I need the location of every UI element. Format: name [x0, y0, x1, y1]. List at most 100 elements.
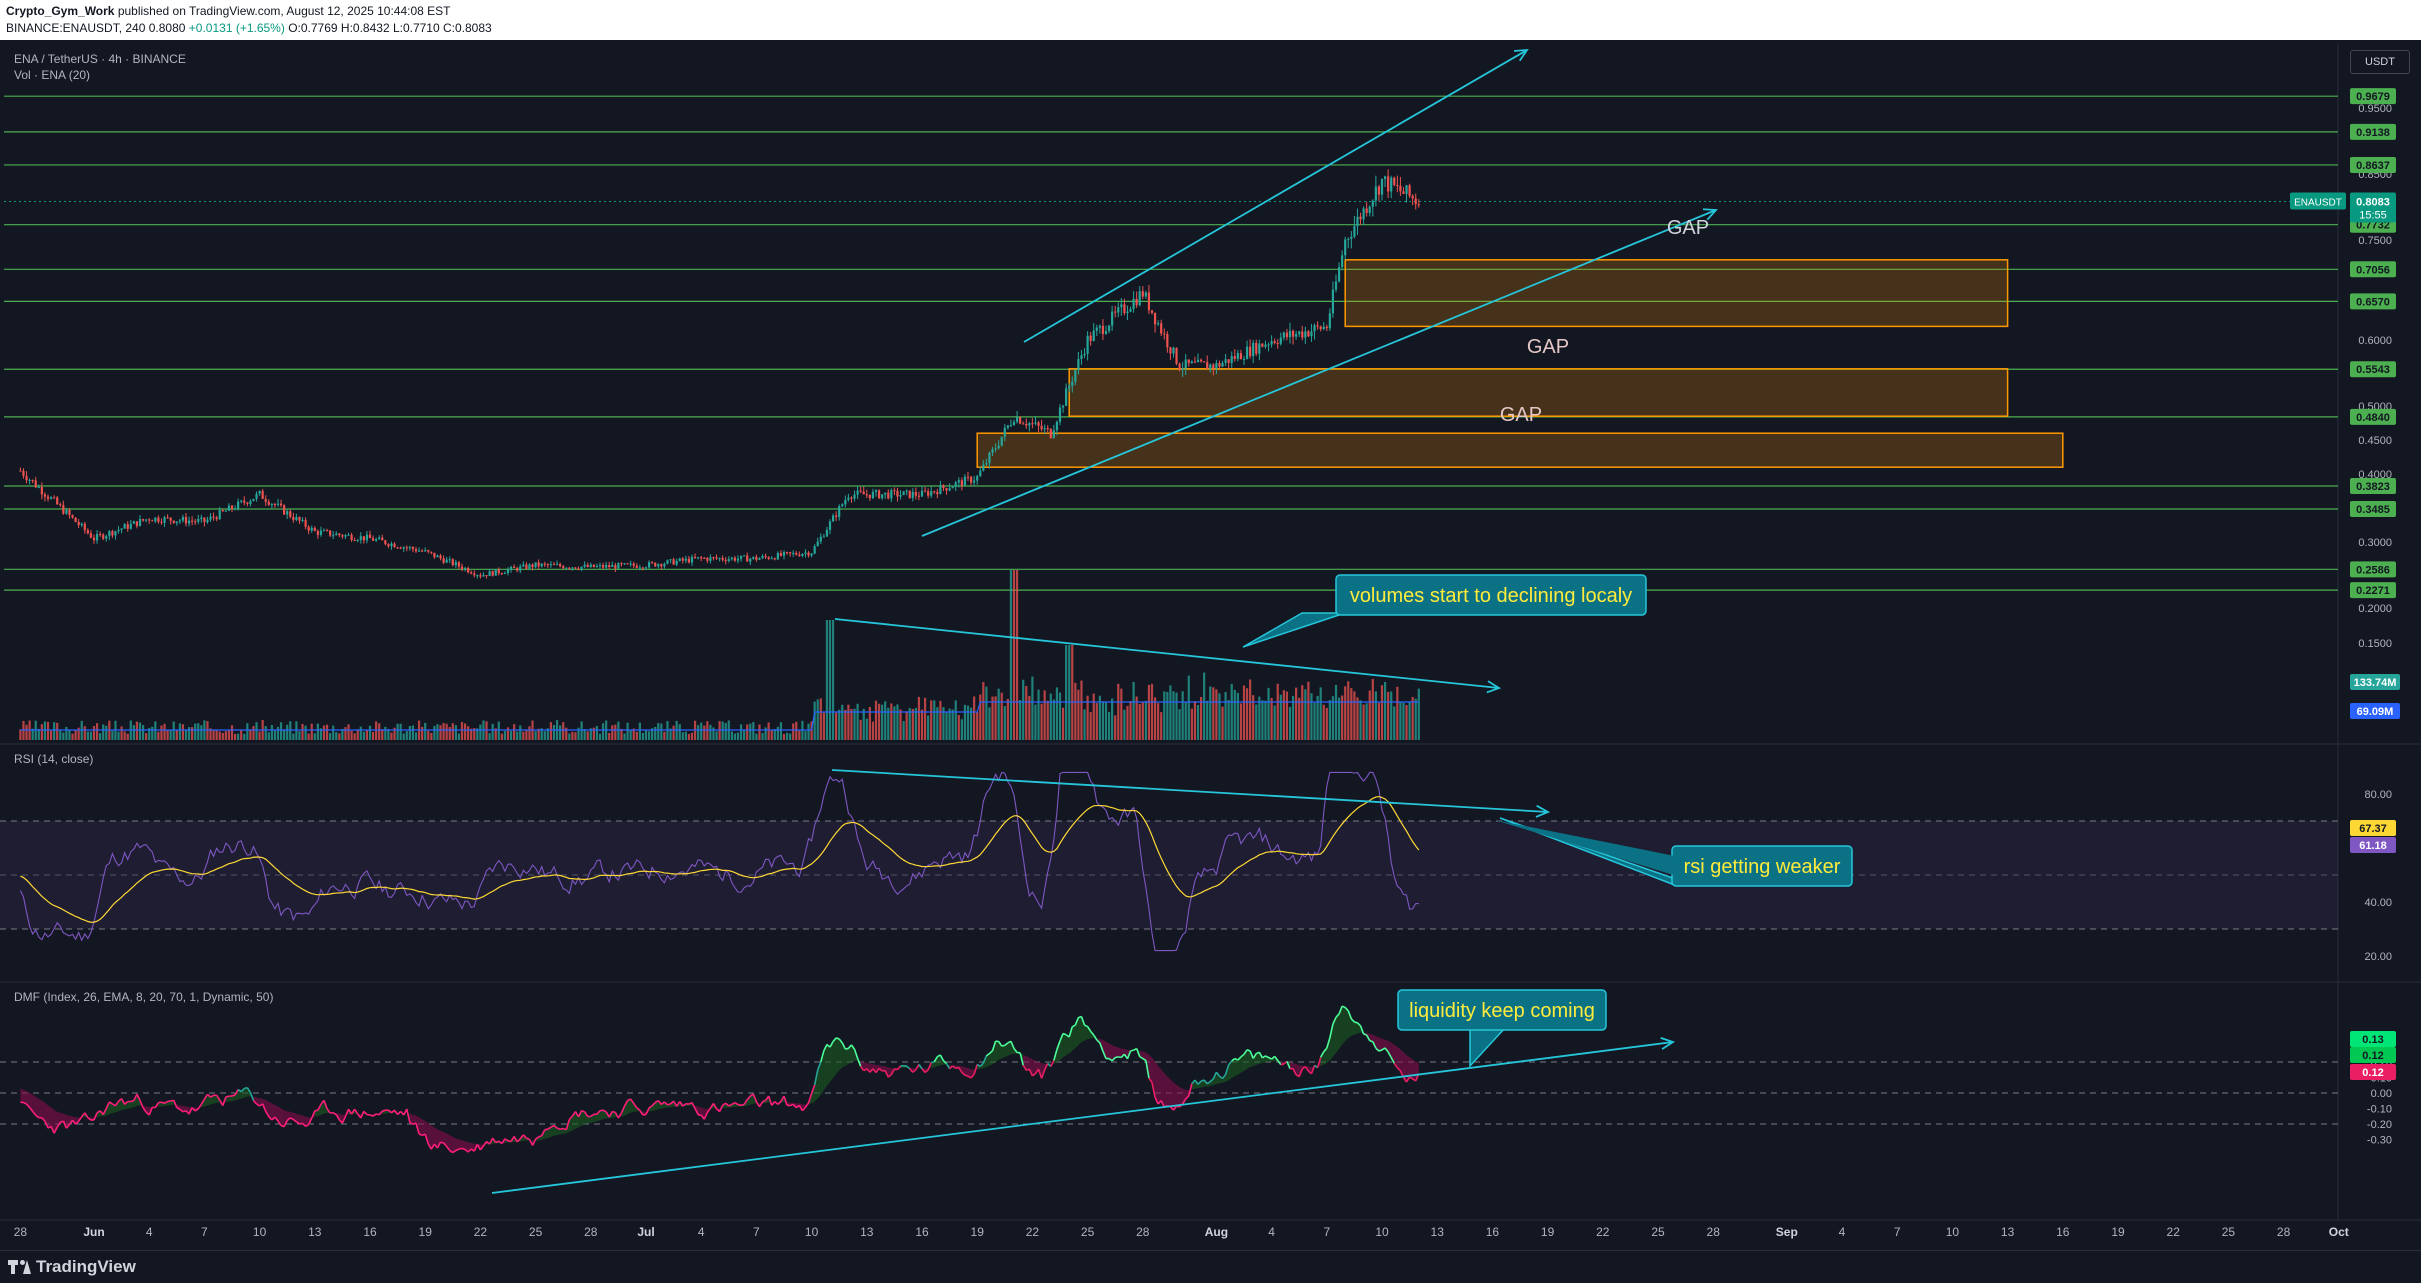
- volume-bar: [68, 730, 70, 740]
- time-axis-tick: 19: [971, 1225, 985, 1239]
- volume-bar: [1234, 690, 1236, 740]
- volume-bar: [1093, 694, 1095, 740]
- candle-body: [669, 559, 671, 560]
- volume-bar: [485, 721, 487, 740]
- volume-bar: [1363, 704, 1365, 740]
- candle-body: [660, 564, 662, 566]
- candle-body: [577, 568, 579, 569]
- time-axis-tick: 7: [201, 1225, 208, 1239]
- candle-body: [1154, 313, 1156, 324]
- candle-body: [758, 558, 760, 560]
- volume-bar: [1151, 684, 1153, 740]
- candle-body: [798, 555, 800, 556]
- candle-body: [1062, 406, 1064, 408]
- volume-bar: [65, 727, 67, 740]
- candle-body: [1405, 185, 1407, 194]
- candle-body: [541, 564, 543, 567]
- volume-bar: [1313, 703, 1315, 740]
- volume-bar: [277, 727, 279, 740]
- volume-bar: [1415, 699, 1417, 740]
- volume-bar: [498, 722, 500, 740]
- currency-button[interactable]: USDT: [2350, 50, 2410, 74]
- volume-bar: [682, 732, 684, 740]
- candle-body: [547, 564, 549, 565]
- volume-bar: [608, 733, 610, 740]
- candle-body: [1034, 422, 1036, 423]
- volume-bar: [614, 725, 616, 740]
- volume-bar: [1203, 673, 1205, 740]
- candle-body: [559, 564, 561, 566]
- volume-bar: [1246, 688, 1248, 740]
- volume-bar: [1378, 703, 1380, 740]
- gap-zone: [977, 433, 2063, 467]
- volume-bar: [71, 734, 73, 740]
- volume-bar: [127, 734, 129, 740]
- volume-bar: [274, 730, 276, 740]
- candle-body: [933, 491, 935, 492]
- volume-bar: [700, 723, 702, 740]
- candle-body: [995, 448, 997, 449]
- candle-body: [246, 503, 248, 504]
- time-axis-tick: 7: [1894, 1225, 1901, 1239]
- dmf-line: [459, 1148, 462, 1149]
- candle-body: [584, 565, 586, 567]
- candle-body: [127, 524, 129, 529]
- volume-bar: [455, 725, 457, 740]
- volume-bar: [1399, 702, 1401, 740]
- dmf-fill: [545, 1129, 548, 1139]
- volume-bar: [1037, 690, 1039, 740]
- volume-bar: [513, 724, 515, 740]
- dmf-indicator-label[interactable]: DMF (Index, 26, EMA, 8, 20, 70, 1, Dynam…: [14, 990, 273, 1004]
- volume-bar: [752, 722, 754, 740]
- volume-bar: [835, 713, 837, 740]
- volume-bar: [102, 724, 104, 740]
- candle-body: [1001, 437, 1003, 446]
- volume-bar: [105, 726, 107, 740]
- time-axis-tick: 25: [529, 1225, 543, 1239]
- volume-bar: [967, 706, 969, 740]
- dmf-fill: [1167, 1076, 1170, 1106]
- candle-body: [715, 557, 717, 558]
- volume-bar: [1218, 693, 1220, 740]
- candle-body: [1151, 310, 1153, 313]
- candle-body: [19, 471, 21, 472]
- volume-bar: [489, 733, 491, 740]
- candle-body: [298, 517, 300, 521]
- candle-body: [755, 557, 757, 560]
- candle-body: [151, 520, 153, 521]
- tradingview-logo-icon: [8, 1260, 30, 1274]
- candle-body: [761, 556, 763, 558]
- time-axis-tick: 28: [2277, 1225, 2291, 1239]
- volume-bar: [979, 695, 981, 740]
- volume-bar: [955, 700, 957, 740]
- volume-bar: [200, 725, 202, 740]
- candle-body: [811, 554, 813, 556]
- volume-bar: [1347, 681, 1349, 740]
- candle-body: [1264, 345, 1266, 347]
- candle-body: [44, 494, 46, 496]
- volume-bar: [295, 721, 297, 740]
- dmf-fill: [1342, 1006, 1345, 1045]
- candle-body: [1240, 353, 1242, 359]
- candle-body: [1332, 290, 1334, 314]
- volume-bar: [53, 722, 55, 740]
- candle-body: [706, 558, 708, 561]
- candle-body: [850, 498, 852, 499]
- candle-body: [409, 547, 411, 548]
- volume-bar: [443, 723, 445, 740]
- candle-body: [1185, 359, 1187, 368]
- time-axis-tick: 13: [860, 1225, 874, 1239]
- candle-body: [1041, 426, 1043, 429]
- volume-bar: [59, 730, 61, 740]
- candle-body: [191, 521, 193, 522]
- volume-bar: [838, 710, 840, 740]
- rsi-indicator-label[interactable]: RSI (14, close): [14, 752, 93, 766]
- tradingview-logo[interactable]: TradingView: [8, 1257, 136, 1277]
- volume-bar: [259, 731, 261, 740]
- candle-body: [1243, 359, 1245, 360]
- volume-bar: [1172, 691, 1174, 740]
- candle-body: [531, 564, 533, 567]
- volume-indicator-label[interactable]: Vol · ENA (20): [14, 68, 90, 82]
- volume-bar: [47, 722, 49, 740]
